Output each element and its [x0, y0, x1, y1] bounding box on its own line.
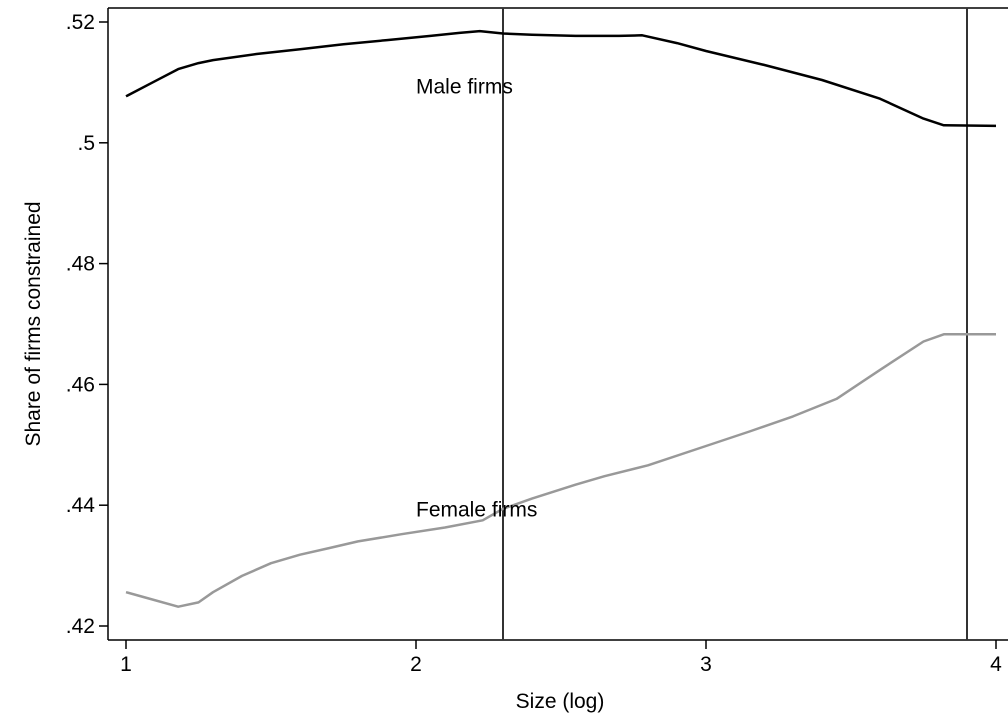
plot-frame — [107, 7, 1008, 641]
x-tick-label: 1 — [120, 653, 132, 676]
axes: 1 2 3 4 .42 .44 .46 .48 .5 .52 — [66, 11, 1002, 676]
y-axis-title: Share of firms constrained — [22, 201, 45, 446]
y-tick-label: .52 — [66, 11, 95, 34]
y-tick-label: .44 — [66, 494, 96, 517]
x-axis-title: Size (log) — [516, 690, 605, 713]
y-tick-label: .42 — [66, 615, 95, 638]
series-line-male-firms — [125, 29, 997, 128]
series-labels: Male firms Female firms — [416, 76, 537, 522]
y-tick-label: .5 — [77, 132, 95, 155]
reference-lines — [502, 8, 968, 640]
series-lines — [125, 29, 997, 608]
series-line-female-firms — [125, 333, 996, 608]
x-tick-label: 4 — [990, 653, 1002, 676]
series-label-male-firms: Male firms — [416, 76, 513, 99]
y-tick-label: .46 — [66, 373, 95, 396]
series-label-female-firms: Female firms — [416, 498, 537, 521]
x-tick-label: 2 — [410, 653, 422, 676]
x-tick-label: 3 — [700, 653, 712, 676]
y-tick-label: .48 — [66, 253, 95, 276]
